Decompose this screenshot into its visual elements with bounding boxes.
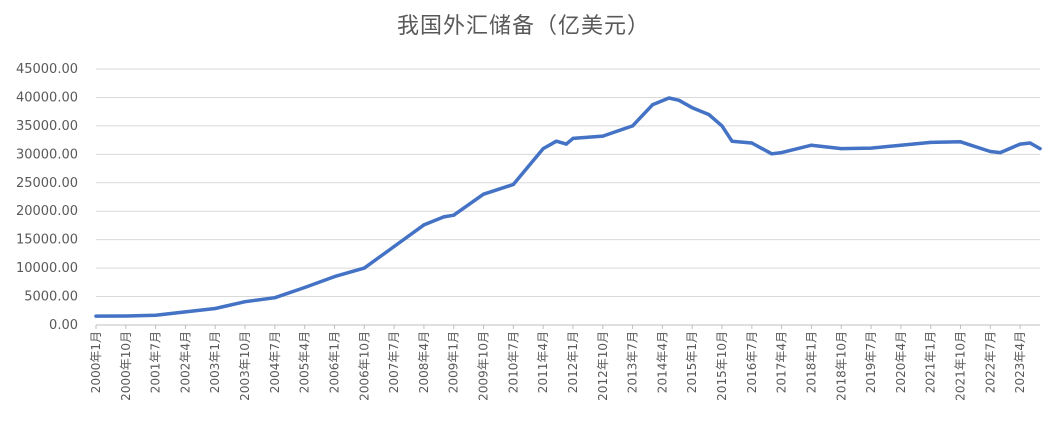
x-tick-label: 2020年4月 bbox=[894, 331, 908, 393]
x-tick-label: 2017年4月 bbox=[775, 331, 789, 393]
chart-title: 我国外汇储备（亿美元） bbox=[396, 14, 650, 39]
data-point bbox=[839, 147, 843, 151]
x-tick-label: 2012年1月 bbox=[566, 331, 580, 393]
data-point bbox=[667, 96, 671, 100]
x-tick-label: 2016年7月 bbox=[745, 331, 759, 393]
x-tick-label: 2006年10月 bbox=[357, 331, 371, 401]
x-tick-label: 2005年4月 bbox=[298, 331, 312, 393]
x-tick-label: 2021年10月 bbox=[954, 331, 968, 401]
data-point bbox=[303, 285, 307, 290]
y-tick-label: 35000.00 bbox=[16, 119, 78, 134]
x-tick-label: 2001年7月 bbox=[149, 331, 163, 393]
data-point bbox=[730, 139, 734, 143]
data-point bbox=[988, 149, 992, 154]
data-point bbox=[1018, 142, 1022, 146]
x-tick-label: 2000年10月 bbox=[119, 331, 133, 401]
data-point bbox=[770, 152, 774, 156]
data-point bbox=[869, 146, 873, 150]
data-point bbox=[183, 310, 188, 314]
x-tick-label: 2023年4月 bbox=[1013, 331, 1027, 393]
data-point bbox=[362, 266, 366, 270]
x-tick-label: 2019年7月 bbox=[864, 331, 878, 393]
data-point bbox=[1038, 147, 1042, 151]
y-tick-label: 25000.00 bbox=[16, 176, 78, 191]
x-tick-label: 2018年1月 bbox=[804, 331, 818, 393]
x-tick-label: 2014年4月 bbox=[655, 331, 669, 393]
data-point bbox=[392, 244, 396, 249]
data-point bbox=[452, 213, 456, 217]
data-point bbox=[273, 296, 277, 300]
data-point bbox=[571, 136, 575, 141]
y-tick-label: 40000.00 bbox=[16, 90, 78, 105]
x-tick-label: 2013年7月 bbox=[626, 331, 640, 393]
x-tick-label: 2003年10月 bbox=[238, 331, 252, 401]
data-point bbox=[707, 112, 711, 117]
data-point bbox=[564, 142, 568, 146]
data-point bbox=[442, 215, 446, 219]
x-tick-label: 2003年1月 bbox=[208, 331, 222, 393]
data-point bbox=[243, 300, 247, 304]
data-point bbox=[422, 223, 426, 227]
y-tick-label: 5000.00 bbox=[24, 290, 78, 305]
y-tick-label: 20000.00 bbox=[16, 204, 78, 219]
x-tick-label: 2002年4月 bbox=[178, 331, 192, 393]
data-point bbox=[630, 124, 635, 128]
data-point bbox=[154, 313, 158, 317]
x-tick-label: 2015年1月 bbox=[685, 331, 699, 393]
x-tick-label: 2000年1月 bbox=[89, 331, 103, 393]
data-point bbox=[780, 151, 784, 155]
data-point bbox=[332, 275, 337, 279]
x-tick-label: 2015年10月 bbox=[715, 331, 729, 401]
data-point bbox=[720, 124, 724, 128]
x-tick-label: 2021年1月 bbox=[924, 331, 938, 393]
y-tick-label: 0.00 bbox=[49, 318, 78, 333]
x-tick-label: 2004年7月 bbox=[268, 331, 282, 393]
data-point bbox=[541, 147, 545, 151]
data-point bbox=[481, 192, 486, 196]
data-point bbox=[511, 182, 515, 187]
x-tick-label: 2018年10月 bbox=[834, 331, 848, 401]
y-tick-label: 30000.00 bbox=[16, 147, 78, 162]
y-tick-label: 10000.00 bbox=[16, 261, 78, 276]
x-tick-label: 2022年7月 bbox=[983, 331, 997, 393]
x-tick-label: 2011年4月 bbox=[536, 331, 550, 393]
data-point bbox=[1028, 141, 1032, 145]
data-point bbox=[601, 134, 605, 138]
data-point bbox=[998, 151, 1002, 155]
x-tick-label: 2009年10月 bbox=[477, 331, 491, 401]
data-point bbox=[650, 103, 655, 107]
data-point bbox=[213, 306, 217, 311]
data-point bbox=[899, 143, 903, 147]
x-tick-label: 2009年1月 bbox=[447, 331, 461, 393]
y-tick-label: 15000.00 bbox=[16, 233, 78, 248]
data-point bbox=[929, 140, 933, 144]
x-tick-label: 2008年4月 bbox=[417, 331, 431, 393]
x-tick-label: 2006年1月 bbox=[327, 331, 341, 393]
data-point bbox=[554, 139, 559, 143]
data-point bbox=[750, 141, 754, 145]
x-tick-label: 2010年7月 bbox=[506, 331, 520, 393]
series-line bbox=[94, 96, 1042, 318]
y-tick-label: 45000.00 bbox=[16, 62, 78, 77]
x-tick-label: 2012年10月 bbox=[596, 331, 610, 401]
data-point bbox=[690, 106, 694, 110]
data-point bbox=[958, 140, 963, 144]
data-point bbox=[94, 314, 98, 318]
data-point bbox=[809, 143, 814, 147]
data-point bbox=[124, 314, 128, 318]
data-point bbox=[677, 98, 681, 102]
x-tick-label: 2007年7月 bbox=[387, 331, 401, 393]
